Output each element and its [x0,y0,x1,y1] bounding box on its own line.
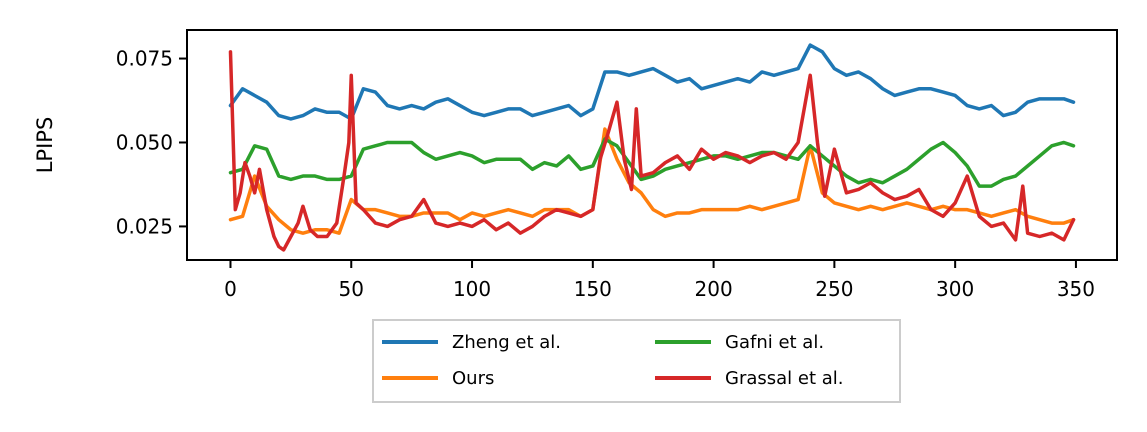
y-axis-label: LPIPS [33,117,57,174]
legend-items: Zheng et al. Ours Gafni et al. Grassal et a… [382,332,844,389]
x-tick-label: 100 [453,277,491,301]
y-tick-label: 0.075 [116,47,173,71]
x-tick-label: 150 [574,277,612,301]
x-tick-label: 250 [815,277,853,301]
x-tick-label: 0 [224,277,237,301]
y-tick-label: 0.025 [116,214,173,238]
y-tick-label: 0.050 [116,130,173,154]
series-line-0 [228,43,1076,121]
x-tick-label: 50 [339,277,364,301]
legend-label-2: Gafni et al. [725,332,824,353]
y-axis-ticks: 0.025 0.050 0.075 [116,47,187,238]
x-tick-label: 350 [1057,277,1095,301]
legend: Zheng et al. Ours Gafni et al. Grassal et a… [372,319,901,403]
legend-label-0: Zheng et al. [452,332,561,353]
series-line-3 [228,50,1076,252]
x-axis-ticks: 0 50 100 150 200 250 300 350 [224,260,1095,301]
series-layer [228,43,1076,252]
legend-label-1: Ours [452,368,494,389]
x-tick-label: 200 [695,277,733,301]
series-line-2 [228,137,1076,188]
series-line-1 [228,127,1076,235]
legend-label-3: Grassal et al. [725,368,844,389]
plot-frame [186,29,1118,261]
x-tick-label: 300 [936,277,974,301]
legend-box [372,319,901,403]
